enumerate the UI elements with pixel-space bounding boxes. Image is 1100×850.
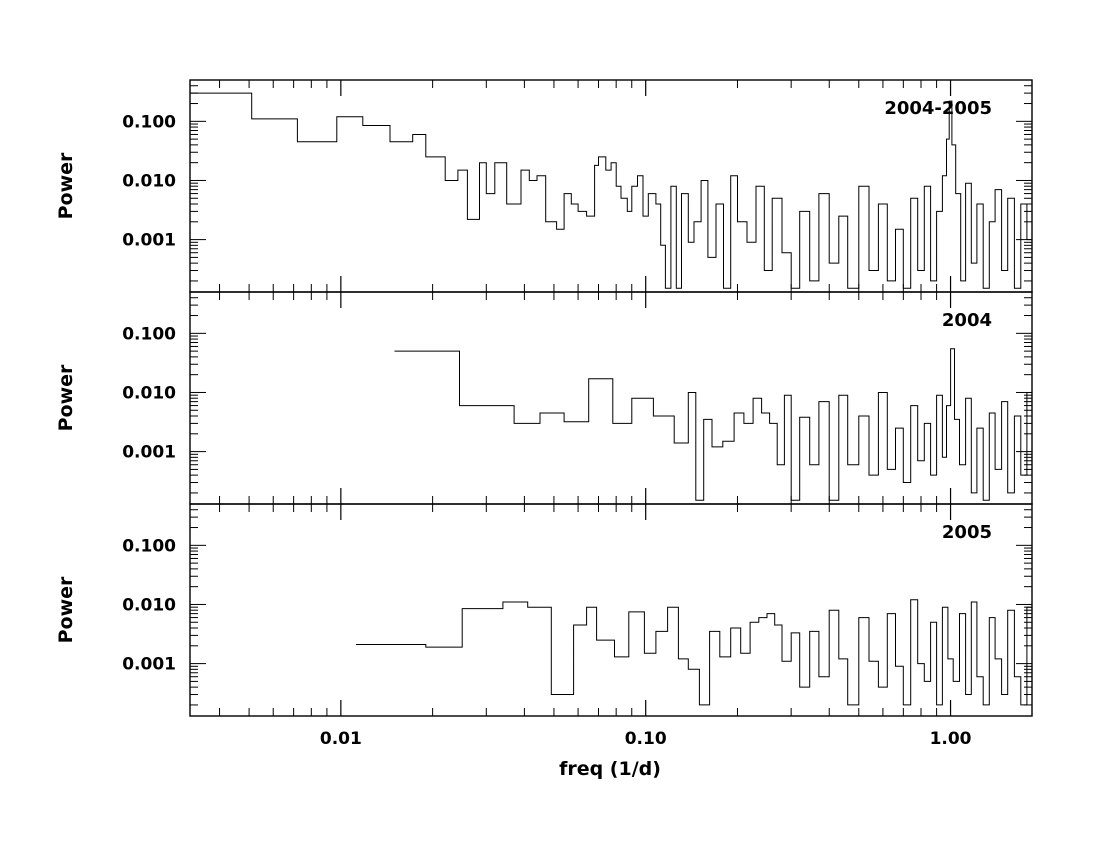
panel-2: 0.001 0.010 0.100 Power 2004 [55, 291, 1033, 505]
power-series-line [190, 92, 1032, 289]
panel-label: 2004-2005 [884, 98, 992, 119]
y-tick-label: 0.100 [122, 536, 176, 556]
panel-label: 2005 [942, 522, 992, 543]
y-tick-label: 0.001 [122, 655, 176, 675]
x-tick-label: 0.01 [320, 729, 362, 749]
y-axis-label: Power [55, 152, 77, 219]
panel-frame [189, 503, 1033, 717]
panel-label: 2004 [942, 310, 992, 331]
panel-1: 0.001 0.010 0.100 Power 2004-2005 [55, 79, 1033, 293]
y-axis-label: Power [55, 576, 77, 643]
y-tick-label: 0.010 [122, 171, 176, 191]
y-axis-label: Power [55, 364, 77, 431]
y-tick-label: 0.001 [122, 231, 176, 251]
y-tick-label: 0.001 [122, 443, 176, 463]
x-axis-label: freq (1/d) [559, 758, 661, 780]
y-tick-label: 0.100 [122, 324, 176, 344]
panels-group: 0.0010.0100.100Power2004-20050.0010.0100… [55, 79, 1033, 749]
y-tick-label: 0.010 [122, 595, 176, 615]
y-tick-label: 0.100 [122, 112, 176, 132]
x-tick-label: 1.00 [930, 729, 972, 749]
power-series-line [355, 599, 1032, 706]
x-tick-label: 0.10 [625, 729, 667, 749]
panel-frame [189, 291, 1033, 505]
power-series-line [394, 348, 1032, 501]
y-tick-label: 0.010 [122, 383, 176, 403]
panel-3: 0.001 0.010 0.100 Power 2005 [55, 503, 1033, 717]
